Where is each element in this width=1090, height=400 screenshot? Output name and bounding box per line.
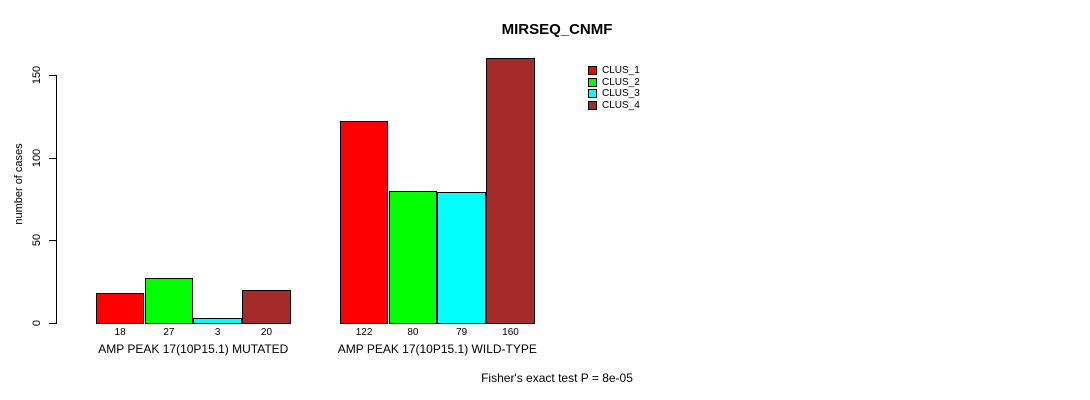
legend-label: CLUS_3 <box>602 88 640 99</box>
legend-label: CLUS_4 <box>602 99 640 111</box>
bar-value-label: 27 <box>163 327 175 338</box>
bar-value-label: 20 <box>260 327 273 338</box>
bar-clus_4 <box>242 289 291 324</box>
legend-color-swatch <box>588 89 597 98</box>
bar-clus_4 <box>486 58 535 324</box>
legend-label: CLUS_1 <box>602 65 640 76</box>
x-category-label: AMP PEAK 17(10P15.1) WILD-TYPE <box>337 342 537 356</box>
y-axis-tick <box>49 157 57 159</box>
bar-value-label: 3 <box>214 327 221 338</box>
chart-title: MIRSEQ_CNMF <box>501 21 613 38</box>
bar-value-label: 80 <box>407 327 419 338</box>
y-axis-label: number of cases <box>13 143 25 225</box>
bar-value-label: 122 <box>355 327 373 338</box>
y-axis-tick-label: 150 <box>31 65 43 85</box>
fisher-test-note: Fisher's exact test P = 8e-05 <box>481 371 633 385</box>
legend-label: CLUS_2 <box>602 76 640 88</box>
bar-value-label: 79 <box>456 327 468 338</box>
x-category-label: AMP PEAK 17(10P15.1) MUTATED <box>98 342 289 356</box>
bar-clus_3 <box>193 318 243 324</box>
y-axis-tick-label: 100 <box>31 148 43 167</box>
bar-clus_2 <box>388 190 438 324</box>
y-axis-tick <box>49 323 57 324</box>
y-axis-tick <box>49 240 57 242</box>
legend-color-swatch <box>588 100 597 110</box>
bar-value-label: 160 <box>502 327 519 338</box>
bar-clus_3 <box>437 192 487 324</box>
bar-clus_2 <box>144 278 194 324</box>
bar-clus_1 <box>95 293 145 324</box>
y-axis-tick <box>49 75 57 76</box>
legend-color-swatch <box>588 66 597 75</box>
bar-clus_1 <box>339 121 389 324</box>
legend-color-swatch <box>588 77 597 87</box>
y-axis-tick-label: 50 <box>31 234 43 247</box>
y-axis-line <box>56 75 57 324</box>
y-axis-tick-label: 0 <box>31 319 43 327</box>
bar-value-label: 18 <box>114 327 126 338</box>
